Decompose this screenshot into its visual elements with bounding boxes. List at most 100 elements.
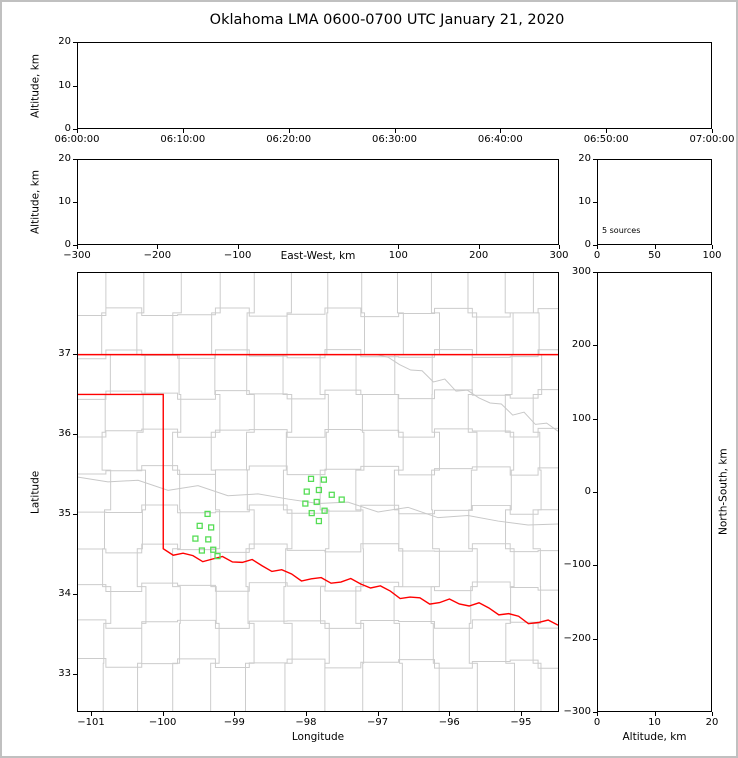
tick-mark: [73, 85, 77, 87]
tick-mark: [234, 712, 236, 716]
tick-mark: [73, 514, 77, 515]
tick-mark: [182, 129, 184, 133]
tick-mark: [593, 492, 597, 493]
tick-label: 0: [584, 239, 591, 250]
lma-station-marker: [214, 552, 221, 560]
tick-label: 0: [593, 250, 601, 261]
tick-mark: [597, 245, 598, 249]
tick-mark: [559, 245, 560, 249]
north-south-height-panel: [597, 272, 712, 712]
lma-stations: [192, 475, 345, 560]
tick-label: 06:10:00: [160, 134, 206, 145]
tick-label: 36: [58, 427, 71, 439]
tick-mark: [654, 245, 656, 249]
figure-title: Oklahoma LMA 0600-0700 UTC January 21, 2…: [209, 12, 565, 28]
lma-station-marker: [196, 522, 203, 529]
tick-label: 10: [578, 196, 591, 207]
tick-label: 100: [388, 250, 408, 261]
map-ylabel: Latitude: [29, 470, 42, 514]
tick-label: 33: [58, 668, 71, 680]
tick-mark: [377, 712, 379, 716]
plan-view-map-panel: [77, 272, 559, 712]
oklahoma-state-boundary: [78, 353, 558, 626]
lma-station-marker: [321, 507, 328, 514]
tick-label: 20: [58, 36, 71, 47]
tick-label: 0: [64, 239, 71, 250]
ns-panel-ylabel: North-South, km: [717, 448, 730, 536]
tick-mark: [237, 245, 239, 249]
tick-mark: [712, 245, 713, 249]
tick-mark: [593, 245, 597, 246]
tick-mark: [288, 129, 290, 133]
tick-mark: [73, 674, 77, 676]
lma-station-marker: [320, 476, 328, 483]
lma-station-marker: [210, 546, 217, 553]
county-boundaries: [78, 273, 558, 711]
lma-station-marker: [328, 491, 335, 498]
tick-label: −100: [563, 559, 591, 571]
tick-mark: [606, 129, 608, 133]
tick-mark: [73, 245, 77, 246]
tick-mark: [500, 129, 502, 133]
map-xlabel: Longitude: [291, 731, 345, 743]
source-histogram-panel: 5 sources: [597, 159, 712, 245]
tick-mark: [73, 433, 77, 435]
tick-mark: [478, 245, 480, 249]
tick-label: 06:50:00: [583, 134, 629, 145]
tick-label: 300: [549, 250, 569, 261]
tick-label: 10: [58, 79, 71, 91]
river-lines: [78, 354, 558, 526]
ns-panel-xlabel: Altitude, km: [622, 731, 687, 743]
tick-mark: [77, 129, 78, 133]
lma-station-marker: [315, 517, 323, 525]
tick-label: 06:00:00: [54, 134, 100, 145]
tick-label: −99: [223, 717, 245, 728]
lma-station-marker: [198, 547, 206, 554]
tick-mark: [73, 202, 77, 203]
tick-label: 100: [702, 250, 722, 261]
ew-panel-xlabel: East-West, km: [280, 250, 356, 262]
tick-mark: [593, 345, 597, 347]
lma-station-marker: [302, 500, 309, 507]
tick-label: 0: [584, 486, 591, 497]
lma-station-marker: [205, 536, 212, 543]
tick-label: 10: [648, 717, 661, 728]
tick-mark: [597, 712, 598, 716]
lma-station-marker: [313, 498, 320, 506]
tick-mark: [305, 712, 307, 716]
tick-label: 10: [58, 196, 71, 207]
lma-station-marker: [208, 524, 215, 531]
tick-label: 06:20:00: [266, 134, 312, 145]
tick-label: 35: [58, 508, 71, 519]
lma-station-marker: [315, 486, 323, 494]
tick-label: −300: [563, 706, 591, 717]
tick-mark: [73, 594, 77, 596]
time-height-panel: [77, 42, 712, 129]
tick-label: 37: [58, 347, 71, 359]
tick-mark: [712, 129, 713, 133]
source-count-annotation: 5 sources: [602, 226, 641, 235]
tick-mark: [73, 42, 77, 43]
tick-label: −200: [143, 250, 172, 261]
east-west-height-panel: [77, 159, 559, 245]
tick-label: 20: [578, 153, 591, 164]
tick-mark: [520, 712, 522, 716]
lma-station-marker: [204, 510, 211, 518]
tick-label: 200: [469, 250, 489, 261]
tick-label: 06:40:00: [477, 134, 523, 145]
tick-label: 200: [571, 339, 591, 351]
tick-label: 06:30:00: [372, 134, 417, 145]
tick-mark: [90, 712, 92, 716]
tick-mark: [73, 159, 77, 160]
tick-mark: [73, 353, 77, 355]
tick-mark: [77, 245, 78, 249]
lma-station-marker: [307, 475, 315, 482]
tick-label: −97: [367, 717, 389, 728]
tick-mark: [712, 712, 713, 716]
lma-station-marker: [192, 535, 199, 542]
map-canvas: [78, 273, 558, 711]
tick-mark: [449, 712, 451, 716]
tick-label: −100: [223, 250, 252, 261]
tick-mark: [593, 159, 597, 160]
tick-label: −95: [510, 717, 532, 728]
